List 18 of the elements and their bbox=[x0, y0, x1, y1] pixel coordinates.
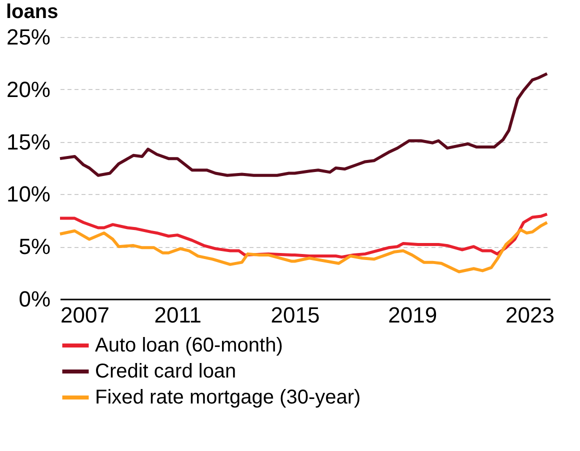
x-tick-label: 2015 bbox=[270, 302, 320, 328]
y-tick-label: 20% bbox=[6, 76, 50, 102]
y-tick-label: 0% bbox=[18, 286, 50, 312]
line-series bbox=[58, 212, 549, 259]
x-tick-label: 2007 bbox=[60, 302, 110, 328]
legend-label: Fixed rate mortgage (30-year) bbox=[95, 386, 361, 408]
x-tick-label: 2019 bbox=[388, 302, 438, 328]
legend-label: Credit card loan bbox=[95, 360, 236, 382]
y-tick-label: 5% bbox=[18, 234, 50, 260]
line-series bbox=[58, 220, 549, 274]
x-tick-label: 2023 bbox=[505, 302, 554, 328]
y-tick-label: 25% bbox=[6, 24, 50, 50]
line-series bbox=[58, 72, 549, 177]
x-tick-label: 2011 bbox=[154, 302, 202, 328]
legend-label: Auto loan (60-month) bbox=[95, 334, 283, 356]
y-tick-label: 10% bbox=[6, 182, 50, 207]
y-tick-label: 15% bbox=[6, 129, 50, 154]
chart-title: loans bbox=[6, 1, 58, 23]
